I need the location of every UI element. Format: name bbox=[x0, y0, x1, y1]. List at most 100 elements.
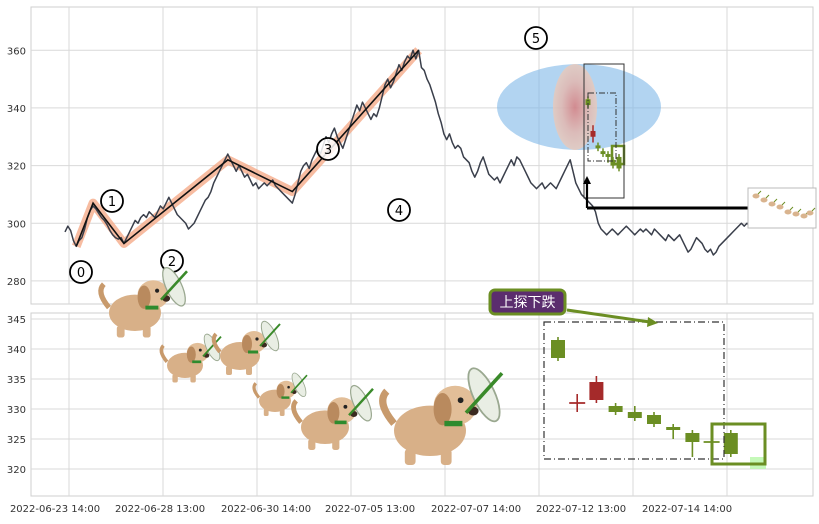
dog-leg bbox=[116, 325, 125, 338]
mini-candle-body bbox=[595, 145, 601, 149]
pointer-arrow-head bbox=[583, 176, 591, 184]
candle-body bbox=[723, 433, 738, 454]
dog-stick bbox=[160, 270, 188, 301]
wave-marker-circle bbox=[387, 198, 411, 222]
wave-marker-circle bbox=[316, 137, 340, 161]
x-tick-label: 2022-06-23 14:00 bbox=[10, 504, 100, 515]
annotation-arrow-head bbox=[647, 317, 658, 327]
x-tick-label: 2022-06-30 14:00 bbox=[221, 504, 311, 515]
wave-markers: 0 1 2 3 4 5 bbox=[69, 26, 548, 284]
top-y-tick-label: 340 bbox=[7, 104, 26, 115]
dog-leg bbox=[172, 374, 178, 383]
dog-mascot bbox=[379, 367, 504, 465]
thumbnail-dog bbox=[800, 213, 808, 219]
dog-leg bbox=[404, 448, 416, 465]
projection-ellipse-inner bbox=[553, 64, 597, 150]
x-tick-label: 2022-07-12 13:00 bbox=[536, 504, 626, 515]
thumbnail-dog bbox=[760, 197, 768, 203]
bottom-y-tick-label: 340 bbox=[7, 345, 26, 356]
top-panel-frame bbox=[30, 6, 814, 305]
thumbnail-wing bbox=[789, 206, 794, 211]
candle-body bbox=[589, 382, 604, 400]
dog-leg bbox=[142, 325, 151, 338]
mini-candle-body bbox=[590, 130, 596, 137]
annotation-arrow-shaft bbox=[566, 308, 651, 324]
dog-leg bbox=[308, 439, 316, 450]
wave-marker-circle bbox=[69, 260, 93, 284]
dog-stick bbox=[259, 323, 281, 347]
dog-tail bbox=[211, 332, 222, 354]
wave-path-line bbox=[75, 49, 420, 247]
dog-eye bbox=[287, 385, 290, 389]
wave-marker-label: 1 bbox=[108, 195, 116, 210]
wave-marker-label: 3 bbox=[324, 143, 332, 158]
bottom-y-tick-label: 330 bbox=[7, 405, 26, 416]
dog-leg bbox=[226, 366, 232, 375]
candle-body bbox=[685, 433, 700, 442]
wave-marker-label: 2 bbox=[168, 255, 176, 270]
thumbnail-dog bbox=[752, 193, 760, 199]
dog-leg bbox=[279, 408, 285, 416]
wave-path-polyline bbox=[75, 49, 420, 247]
top-y-tick-label: 280 bbox=[7, 277, 26, 288]
dog-eye bbox=[457, 397, 464, 404]
thumbnail-dog bbox=[792, 211, 800, 217]
dog-ear bbox=[186, 346, 196, 363]
dog-ear bbox=[242, 335, 252, 353]
price-polyline bbox=[64, 49, 777, 256]
annotation-arrow bbox=[566, 308, 658, 327]
mini-candle-body bbox=[605, 154, 611, 157]
top-y-tick-label: 360 bbox=[7, 46, 26, 57]
wave-marker-circle bbox=[100, 189, 124, 213]
dog-stick bbox=[348, 387, 374, 417]
annotation-text: 上探下跌 bbox=[500, 295, 556, 311]
dog-tail bbox=[291, 399, 303, 424]
x-tick-label: 2022-07-05 13:00 bbox=[325, 504, 415, 515]
dog-tail bbox=[98, 282, 112, 310]
candle-body bbox=[666, 427, 681, 430]
candle-body bbox=[647, 415, 661, 424]
top-y-tick-label: 320 bbox=[7, 162, 26, 173]
annotation-label: 上探下跌 bbox=[488, 288, 567, 316]
zoom-box-dashed bbox=[587, 92, 617, 162]
candle-body bbox=[627, 412, 642, 418]
dog-ear bbox=[327, 402, 340, 424]
dog-leg bbox=[332, 439, 340, 450]
mini-candle-body bbox=[600, 151, 606, 155]
dog-mascot bbox=[98, 267, 188, 338]
x-axis: 2022-06-23 14:00 2022-06-28 13:00 2022-06-… bbox=[10, 504, 732, 515]
dog-eye bbox=[343, 404, 348, 409]
thumbnail-dog bbox=[776, 204, 784, 210]
bottom-y-tick-label: 325 bbox=[7, 435, 26, 446]
dog-leg bbox=[263, 408, 269, 416]
thumbnail-dog bbox=[784, 209, 792, 215]
bottom-y-axis: 320 325 330 335 340 345 bbox=[7, 315, 26, 476]
dog-eye bbox=[198, 348, 202, 352]
dog-stick bbox=[202, 335, 222, 358]
zoom-boxes bbox=[583, 63, 748, 210]
dog-ear bbox=[276, 384, 285, 399]
candle-body bbox=[608, 406, 623, 412]
dog-mascot bbox=[159, 333, 222, 383]
dog-mascot bbox=[252, 372, 308, 416]
thumbnail-wing bbox=[765, 194, 770, 199]
dog-tail bbox=[159, 344, 169, 363]
candle-body bbox=[551, 340, 565, 358]
dog-tail bbox=[252, 382, 261, 399]
mini-candle-body bbox=[585, 99, 591, 106]
thumbnail-wing bbox=[797, 208, 802, 213]
zoom-box-outer bbox=[583, 63, 625, 199]
dog-eye bbox=[255, 337, 259, 341]
dog-mascots bbox=[98, 267, 504, 465]
bottom-y-tick-label: 320 bbox=[7, 465, 26, 476]
wave-marker-circle bbox=[524, 26, 548, 50]
thumbnail-wing bbox=[773, 198, 778, 203]
dog-leg bbox=[440, 448, 452, 465]
dog-mascot bbox=[211, 320, 281, 375]
top-y-tick-label: 300 bbox=[7, 219, 26, 230]
bottom-y-tick-label: 345 bbox=[7, 315, 26, 326]
x-tick-label: 2022-06-28 13:00 bbox=[115, 504, 205, 515]
dog-stick bbox=[290, 374, 308, 394]
